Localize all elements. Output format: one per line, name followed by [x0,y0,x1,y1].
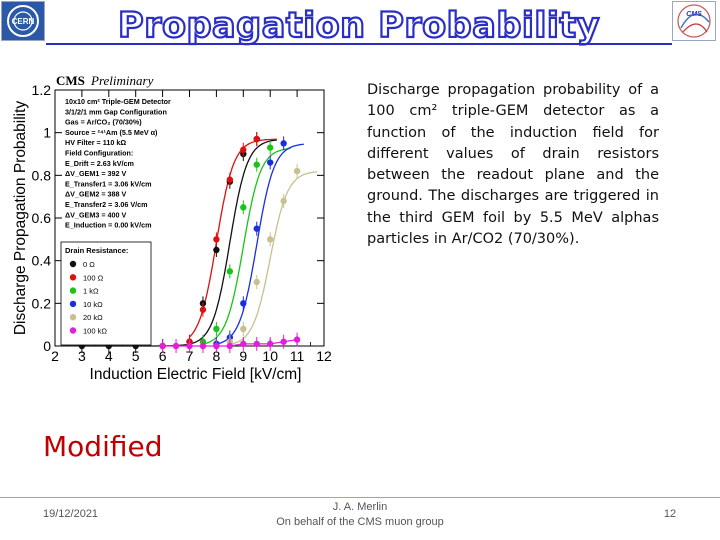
data-point [213,342,220,350]
cms-logo: CMS [672,1,716,41]
cern-logo: CERN [1,1,45,41]
data-point [172,342,180,350]
data-point [267,340,274,348]
data-point [280,197,287,205]
data-point [267,144,274,151]
info-line: Source = ²⁴¹Am (5.5 MeV α) [65,128,158,137]
data-point [240,340,247,348]
data-point [213,325,220,333]
data-point [199,306,207,313]
legend-marker [69,260,77,268]
x-tick-label: 8 [213,348,221,364]
data-point [213,246,220,254]
data-point [240,325,247,333]
x-tick-label: 9 [239,348,247,364]
info-line: 3/1/2/1 mm Gap Configuration [65,107,167,116]
footer-divider [0,497,720,498]
chart-header: CMS [56,73,85,88]
slide-title: Propagation Probability [117,5,601,47]
x-tick-label: 5 [132,348,140,364]
y-tick-label: 0.4 [32,253,52,269]
y-axis-label: Discharge Propagation Probability [12,101,29,336]
data-point [240,204,247,211]
x-tick-label: 10 [262,348,278,364]
data-point [240,146,247,153]
footer-date: 19/12/2021 [43,508,99,520]
legend-label: 100 kΩ [83,327,107,336]
data-point [267,236,274,243]
x-tick-label: 6 [159,348,167,364]
chart-description: Discharge propagation probability of a 1… [367,82,659,248]
footer-author-name: J. A. Merlin [332,501,388,513]
data-point [226,176,234,183]
x-tick-label: 11 [290,348,305,364]
legend-box [60,241,152,346]
footer-group: On behalf of the CMS muon group [276,516,444,528]
cern-logo-text: CERN [12,17,35,26]
data-point [240,300,247,307]
data-point [293,167,301,175]
data-point [280,140,287,147]
y-tick-label: 1 [43,125,51,141]
footer-author: J. A. Merlin On behalf of the CMS muon g… [270,500,450,530]
legend-marker [69,327,77,334]
title-underline [46,43,672,45]
legend-label: 20 kΩ [83,313,103,322]
data-point [159,342,166,350]
page-number: 12 [663,508,677,520]
x-axis-label: Induction Electric Field [kV/cm] [90,366,302,383]
legend-label: 0 Ω [83,260,95,269]
x-tick-label: 4 [105,348,113,364]
data-point [253,161,260,168]
chart-header-sub: Preliminary [90,73,154,88]
data-point [280,338,287,345]
y-tick-label: 0.8 [32,167,52,183]
x-tick-label: 7 [186,348,194,364]
propagation-probability-chart: 2 3 4 5 6 7 8 9 10 11 12 0 0.2 0.4 0.6 0.8 1 1.2 Induction… [12,73,332,383]
y-tick-label: 0.6 [32,210,52,226]
x-tick-label: 3 [78,348,86,364]
cms-logo-text: CMS [686,11,702,18]
legend-label: 10 kΩ [83,300,103,309]
legend-marker [69,274,77,281]
data-point [267,159,274,166]
data-point [293,336,301,343]
fit-curve [202,147,291,345]
modified-label: Modified [43,430,163,463]
data-point [253,340,260,348]
x-tick-label: 12 [316,348,332,364]
y-tick-label: 1.2 [32,82,52,98]
info-line: Field Configuration: [65,149,133,158]
x-tick-label: 2 [51,348,59,364]
info-line: 10x10 cm² Triple-GEM Detector [65,97,171,106]
y-tick-label: 0 [43,338,51,354]
data-point [199,342,207,350]
info-line: HV Filter = 110 kΩ [65,138,126,147]
info-line: ΔV_GEM3 = 400 V [65,210,127,219]
info-line: E_Drift = 2.63 kV/cm [65,159,134,168]
legend-label: 1 kΩ [83,287,99,296]
legend-title: Drain Resistance: [65,246,128,255]
y-tick-label: 0.2 [32,295,52,311]
legend-label: 100 Ω [83,273,104,282]
data-point [253,278,260,286]
data-point [213,236,220,243]
legend-marker [69,287,77,294]
info-line: E_Induction = 0.00 kV/cm [65,221,151,230]
legend-marker [69,300,77,308]
data-point [226,268,234,275]
info-line: ΔV_GEM2 = 388 V [65,190,127,199]
info-line: ΔV_GEM1 = 392 V [65,169,127,178]
fit-curve [229,171,318,345]
info-line: E_Transfer1 = 3.06 kV/cm [65,179,152,188]
info-line: E_Transfer2 = 3.06 V/cm [65,200,148,209]
data-point [186,342,193,350]
data-point [253,135,260,143]
data-point [253,225,260,232]
legend-marker [69,314,77,321]
info-line: Gas = Ar/CO₂ (70/30%) [65,118,142,127]
data-point [226,342,234,350]
